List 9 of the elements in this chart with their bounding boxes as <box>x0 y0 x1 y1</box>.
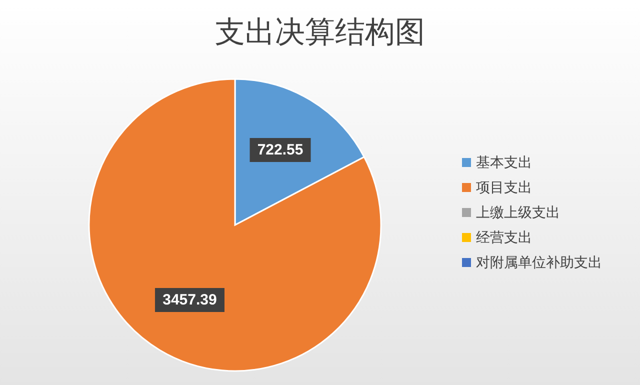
data-label: 722.55 <box>257 142 304 159</box>
slice-label: 项目支出 <box>476 178 532 196</box>
legend-label: 经营支出 <box>476 228 532 246</box>
legend-label: 基本支出 <box>476 154 532 172</box>
legend-label: 对附属单位补助支出 <box>476 254 602 272</box>
chart-title: 支出决算结构图 <box>214 15 426 51</box>
pie-slice <box>88 78 382 372</box>
data-label: 3457.39 <box>162 291 217 308</box>
legend-label: 上缴上级支出 <box>476 204 560 222</box>
